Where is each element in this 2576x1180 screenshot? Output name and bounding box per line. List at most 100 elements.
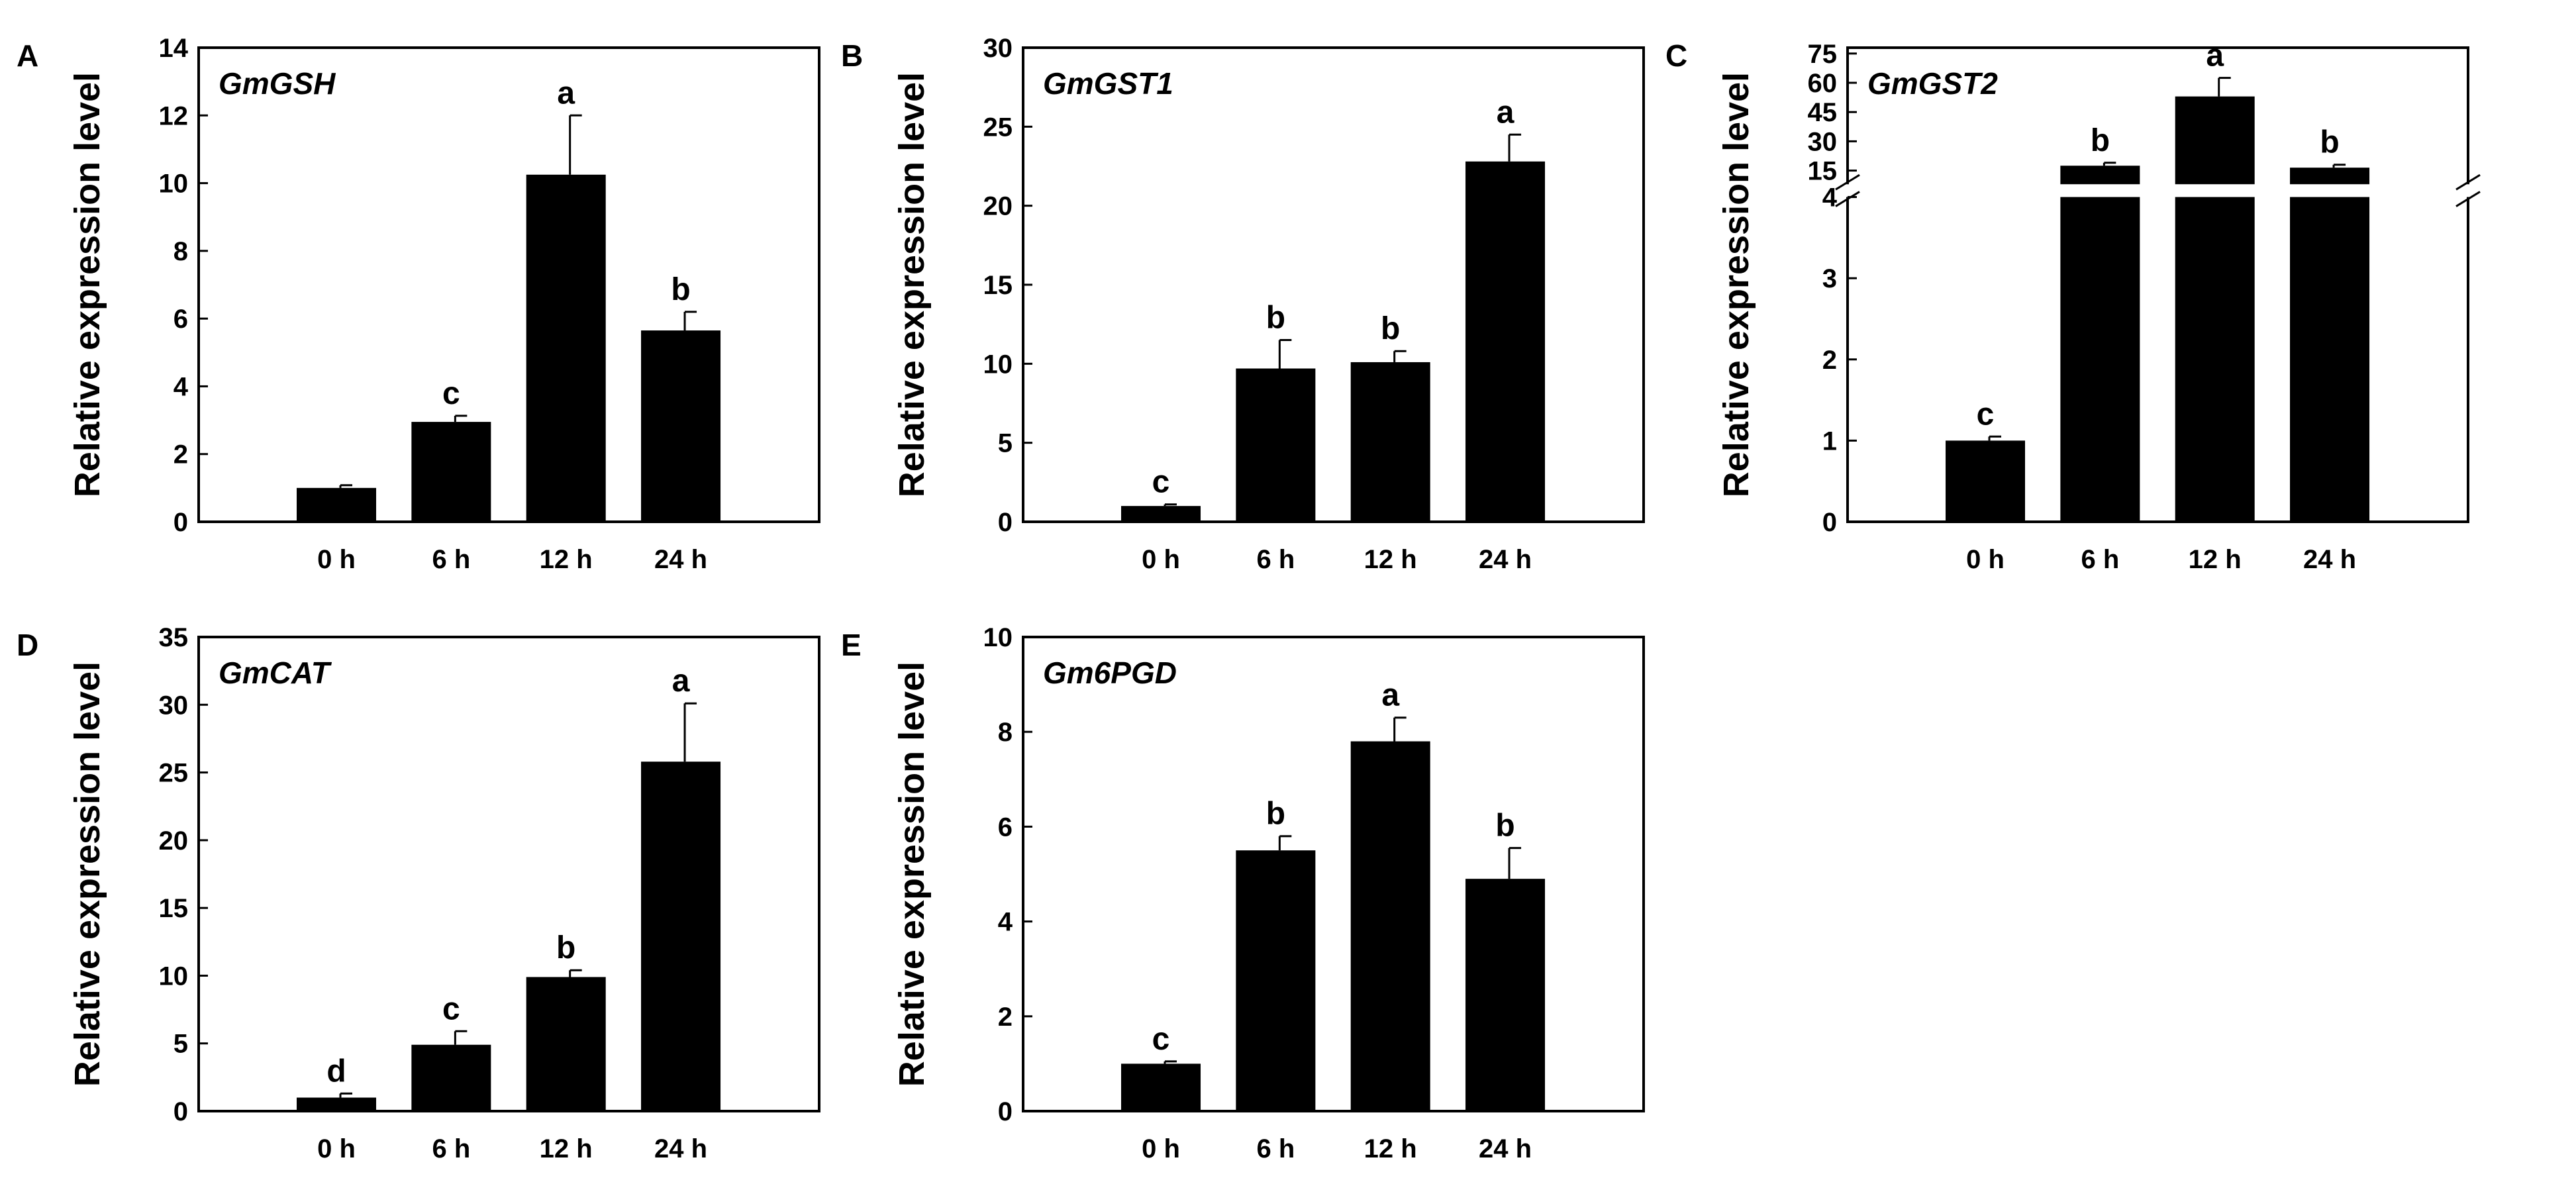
significance-letter: b bbox=[1381, 311, 1400, 346]
significance-letter: b bbox=[1266, 301, 1285, 336]
bar-0h bbox=[1121, 506, 1201, 522]
panel-d: d 0 h c 6 h b 12 h a 24 h 0 5 10 15 20 25 30 35 Relative… bbox=[17, 623, 820, 1163]
y-tick-label: 10 bbox=[159, 170, 189, 199]
bar-24h bbox=[1465, 161, 1546, 522]
significance-letter: d bbox=[326, 1054, 346, 1089]
y-tick-label: 1 bbox=[1822, 426, 1837, 456]
x-tick-label: 12 h bbox=[1364, 545, 1417, 574]
gene-name: Gm6PGD bbox=[1043, 656, 1177, 690]
y-tick-label: 8 bbox=[173, 237, 188, 266]
y-tick-label: 5 bbox=[998, 429, 1013, 458]
x-tick-label: 24 h bbox=[2303, 545, 2356, 574]
panel-a: 0 h c 6 h a 12 h b 24 h 0 2 4 6 8 10 12 14 Relative exp… bbox=[17, 34, 820, 574]
y-tick-label: 60 bbox=[1808, 69, 1838, 98]
y-axis-title: Relative expression level bbox=[1716, 72, 1756, 497]
significance-letter: b bbox=[2320, 125, 2339, 160]
x-tick-label: 6 h bbox=[1256, 1134, 1295, 1163]
y-tick-label: 25 bbox=[983, 113, 1013, 142]
significance-letter: c bbox=[1977, 397, 1995, 432]
y-tick-label: 0 bbox=[173, 508, 188, 537]
bar-12h bbox=[1350, 362, 1430, 522]
significance-letter: c bbox=[442, 991, 460, 1026]
bar-24h bbox=[1465, 879, 1546, 1111]
bar-24h bbox=[641, 330, 721, 522]
bar-24h bbox=[641, 762, 721, 1111]
axis-break-mark bbox=[1835, 173, 1860, 191]
y-axis-title: Relative expression level bbox=[892, 662, 932, 1087]
y-tick-label: 8 bbox=[998, 718, 1013, 747]
y-tick-label: 0 bbox=[998, 1097, 1013, 1126]
x-tick-label: 24 h bbox=[1479, 545, 1532, 574]
significance-letter: b bbox=[556, 930, 575, 965]
bar-12h bbox=[2175, 96, 2255, 522]
x-tick-label: 6 h bbox=[1256, 545, 1295, 574]
x-tick-label: 12 h bbox=[540, 1134, 593, 1163]
y-tick-label: 15 bbox=[983, 271, 1013, 300]
plot-frame-upper bbox=[1846, 46, 2469, 185]
panel-letter: B bbox=[841, 38, 863, 73]
plot-frame bbox=[1022, 636, 1645, 1112]
y-tick-label: 4 bbox=[173, 372, 189, 401]
y-tick-label: 4 bbox=[998, 908, 1013, 937]
bar-6h bbox=[411, 1044, 491, 1111]
bar-6h bbox=[2060, 166, 2140, 522]
y-tick-label: 35 bbox=[159, 623, 189, 652]
x-tick-label: 24 h bbox=[654, 1134, 707, 1163]
x-tick-label: 6 h bbox=[2081, 545, 2119, 574]
x-tick-label: 0 h bbox=[1966, 545, 2005, 574]
plot-frame bbox=[197, 46, 820, 523]
significance-letter: b bbox=[2091, 123, 2110, 158]
x-tick-label: 0 h bbox=[1142, 545, 1180, 574]
y-tick-label: 75 bbox=[1808, 40, 1838, 69]
y-tick-label: 20 bbox=[983, 192, 1013, 221]
significance-letter: b bbox=[1266, 797, 1285, 832]
x-tick-label: 6 h bbox=[432, 1134, 470, 1163]
bar-0h bbox=[1121, 1063, 1201, 1111]
y-tick-label: 0 bbox=[1822, 508, 1837, 537]
plot-frame bbox=[197, 636, 820, 1112]
significance-letter: b bbox=[1495, 809, 1514, 844]
y-tick-label: 20 bbox=[159, 826, 189, 856]
axis-break-mark bbox=[1835, 191, 1860, 207]
x-tick-label: 24 h bbox=[1479, 1134, 1532, 1163]
bar-12h bbox=[1350, 741, 1430, 1111]
axis-break-mark bbox=[2455, 191, 2481, 207]
y-tick-label: 2 bbox=[173, 440, 188, 469]
gene-name: GmCAT bbox=[219, 656, 332, 690]
y-tick-label: 14 bbox=[159, 34, 189, 63]
plot-frame bbox=[1022, 46, 1645, 523]
bar-6h bbox=[1236, 368, 1316, 522]
x-tick-label: 24 h bbox=[654, 545, 707, 574]
y-tick-label: 2 bbox=[998, 1003, 1013, 1032]
y-axis-title: Relative expression level bbox=[68, 662, 107, 1087]
significance-letter: a bbox=[1497, 95, 1514, 130]
significance-letter: c bbox=[442, 376, 460, 411]
bar-12h bbox=[526, 174, 606, 522]
gene-name: GmGSH bbox=[219, 66, 336, 101]
axis-break-gap bbox=[1848, 184, 2467, 197]
significance-letter: b bbox=[671, 272, 690, 307]
panel-b: c 0 h b 6 h b 12 h a 24 h 0 5 10 15 20 25 30 Relative e… bbox=[841, 34, 1645, 574]
y-tick-label: 0 bbox=[998, 508, 1013, 537]
y-tick-label: 45 bbox=[1808, 98, 1838, 127]
bar-12h bbox=[526, 977, 606, 1111]
y-tick-label: 2 bbox=[1822, 346, 1837, 375]
significance-letter: c bbox=[1152, 1022, 1170, 1057]
panel-letter: D bbox=[17, 628, 38, 662]
x-tick-label: 6 h bbox=[432, 545, 470, 574]
y-tick-label: 6 bbox=[173, 305, 188, 334]
x-tick-label: 12 h bbox=[2189, 545, 2242, 574]
gene-name: GmGST2 bbox=[1867, 66, 1998, 101]
significance-letter: a bbox=[557, 75, 575, 111]
panel-e: c 0 h b 6 h a 12 h b 24 h 0 2 4 6 8 10 Relative expres… bbox=[841, 623, 1645, 1163]
y-tick-label: 0 bbox=[173, 1097, 188, 1126]
y-tick-label: 6 bbox=[998, 812, 1013, 842]
bar-0h bbox=[1946, 440, 2026, 522]
plot-frame-lower bbox=[1846, 197, 2469, 523]
significance-letter: a bbox=[672, 664, 690, 699]
panel-letter: C bbox=[1665, 38, 1687, 73]
x-tick-label: 0 h bbox=[317, 545, 356, 574]
panel-letter: E bbox=[841, 628, 862, 662]
bar-0h bbox=[297, 487, 377, 522]
